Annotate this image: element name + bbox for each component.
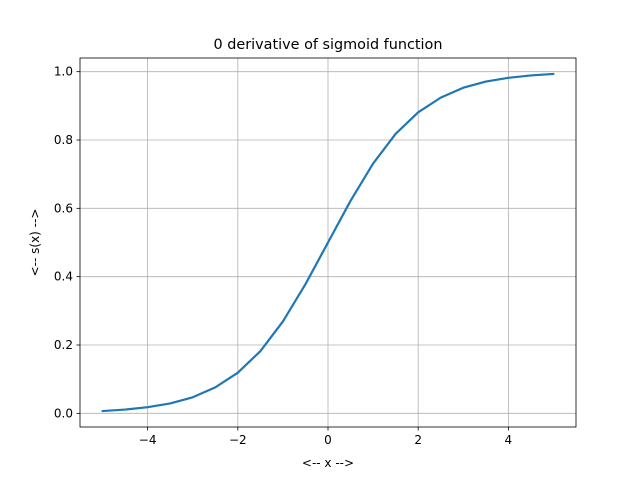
x-axis-label: <-- x --> xyxy=(302,456,354,470)
x-tick-label: 0 xyxy=(324,433,332,447)
grid xyxy=(80,58,576,427)
ticks: −4 −2 0 2 4 0.0 0.2 0.4 0.6 0.8 1.0 xyxy=(54,65,512,447)
y-tick-label: 0.4 xyxy=(54,270,73,284)
sigmoid-series-line xyxy=(101,72,555,413)
x-tick-label: 4 xyxy=(505,433,513,447)
y-tick-label: 0.6 xyxy=(54,201,73,215)
series-layer xyxy=(101,72,555,413)
y-axis-label: <-- s(x) --> xyxy=(28,209,42,277)
y-tick-label: 0.2 xyxy=(54,338,73,352)
x-tick-label: −2 xyxy=(229,433,247,447)
y-tick-label: 0.0 xyxy=(54,406,73,420)
chart-title: 0 derivative of sigmoid function xyxy=(214,37,443,53)
y-tick-label: 1.0 xyxy=(54,65,73,79)
x-tick-label: 2 xyxy=(414,433,422,447)
y-tick-label: 0.8 xyxy=(54,133,73,147)
x-tick-label: −4 xyxy=(139,433,157,447)
